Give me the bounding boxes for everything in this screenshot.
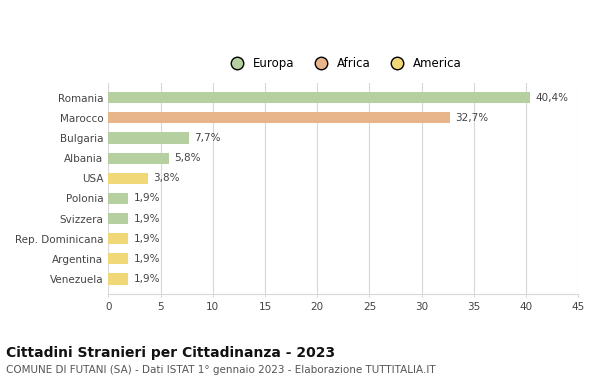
- Bar: [109, 274, 128, 285]
- Bar: [109, 132, 189, 144]
- Text: 1,9%: 1,9%: [133, 234, 160, 244]
- Bar: [109, 253, 128, 264]
- Bar: [109, 173, 148, 184]
- Bar: [109, 112, 450, 124]
- Bar: [109, 193, 128, 204]
- Text: 3,8%: 3,8%: [153, 173, 180, 183]
- Text: COMUNE DI FUTANI (SA) - Dati ISTAT 1° gennaio 2023 - Elaborazione TUTTITALIA.IT: COMUNE DI FUTANI (SA) - Dati ISTAT 1° ge…: [6, 365, 436, 375]
- Bar: [109, 92, 530, 103]
- Text: 5,8%: 5,8%: [174, 153, 200, 163]
- Bar: [109, 153, 169, 164]
- Bar: [109, 213, 128, 224]
- Text: 1,9%: 1,9%: [133, 193, 160, 203]
- Text: Cittadini Stranieri per Cittadinanza - 2023: Cittadini Stranieri per Cittadinanza - 2…: [6, 346, 335, 360]
- Text: 7,7%: 7,7%: [194, 133, 221, 143]
- Legend: Europa, Africa, America: Europa, Africa, America: [223, 55, 464, 72]
- Text: 1,9%: 1,9%: [133, 214, 160, 223]
- Text: 40,4%: 40,4%: [536, 93, 569, 103]
- Bar: [109, 233, 128, 244]
- Text: 32,7%: 32,7%: [455, 113, 488, 123]
- Text: 1,9%: 1,9%: [133, 274, 160, 284]
- Text: 1,9%: 1,9%: [133, 254, 160, 264]
